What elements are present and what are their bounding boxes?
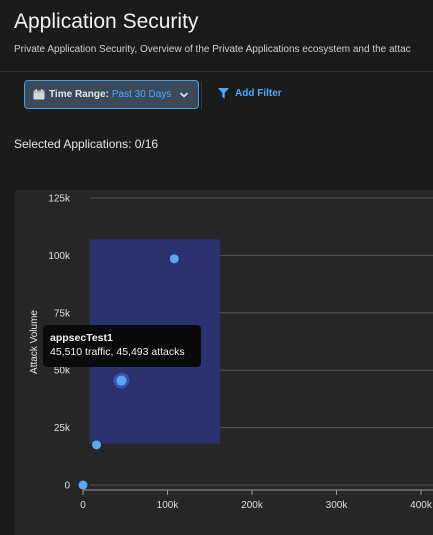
x-tick-label: 300k xyxy=(326,500,349,511)
y-axis-label: Attack Volume xyxy=(29,310,40,374)
page-title: Application Security xyxy=(14,10,199,33)
y-tick-label: 25k xyxy=(54,423,71,434)
y-tick-label: 100k xyxy=(48,251,71,262)
x-tick-label: 100k xyxy=(157,500,180,511)
time-range-label: Time Range: xyxy=(49,89,109,100)
data-point xyxy=(78,480,88,490)
tooltip-detail: 45,510 traffic, 45,493 attacks xyxy=(50,346,185,358)
tooltip-title: appsecTest1 xyxy=(50,332,113,344)
x-tick-label: 0 xyxy=(80,500,86,511)
data-point xyxy=(92,440,102,450)
calendar-icon xyxy=(33,89,45,100)
add-filter-button[interactable]: Add Filter xyxy=(218,88,282,99)
y-tick-label: 125k xyxy=(48,194,71,205)
header-divider xyxy=(0,71,433,72)
y-tick-label: 75k xyxy=(54,308,71,319)
time-range-dropdown[interactable]: Time Range: Past 30 Days xyxy=(24,80,199,109)
page-subtitle: Private Application Security, Overview o… xyxy=(14,44,411,55)
time-range-value: Past 30 Days xyxy=(111,89,172,100)
y-tick-label: 0 xyxy=(64,481,70,492)
filter-separator xyxy=(201,81,202,109)
add-filter-label: Add Filter xyxy=(235,88,282,99)
chart-tooltip: appsecTest1 45,510 traffic, 45,493 attac… xyxy=(43,325,201,367)
x-tick-label: 200k xyxy=(241,500,264,511)
selected-applications-count: Selected Applications: 0/16 xyxy=(14,137,159,151)
x-tick-label: 400k xyxy=(410,500,433,511)
y-tick-label: 50k xyxy=(54,366,71,377)
data-point xyxy=(169,254,179,264)
filter-icon xyxy=(218,88,229,99)
chevron-down-icon xyxy=(179,90,189,100)
data-point xyxy=(116,375,127,386)
